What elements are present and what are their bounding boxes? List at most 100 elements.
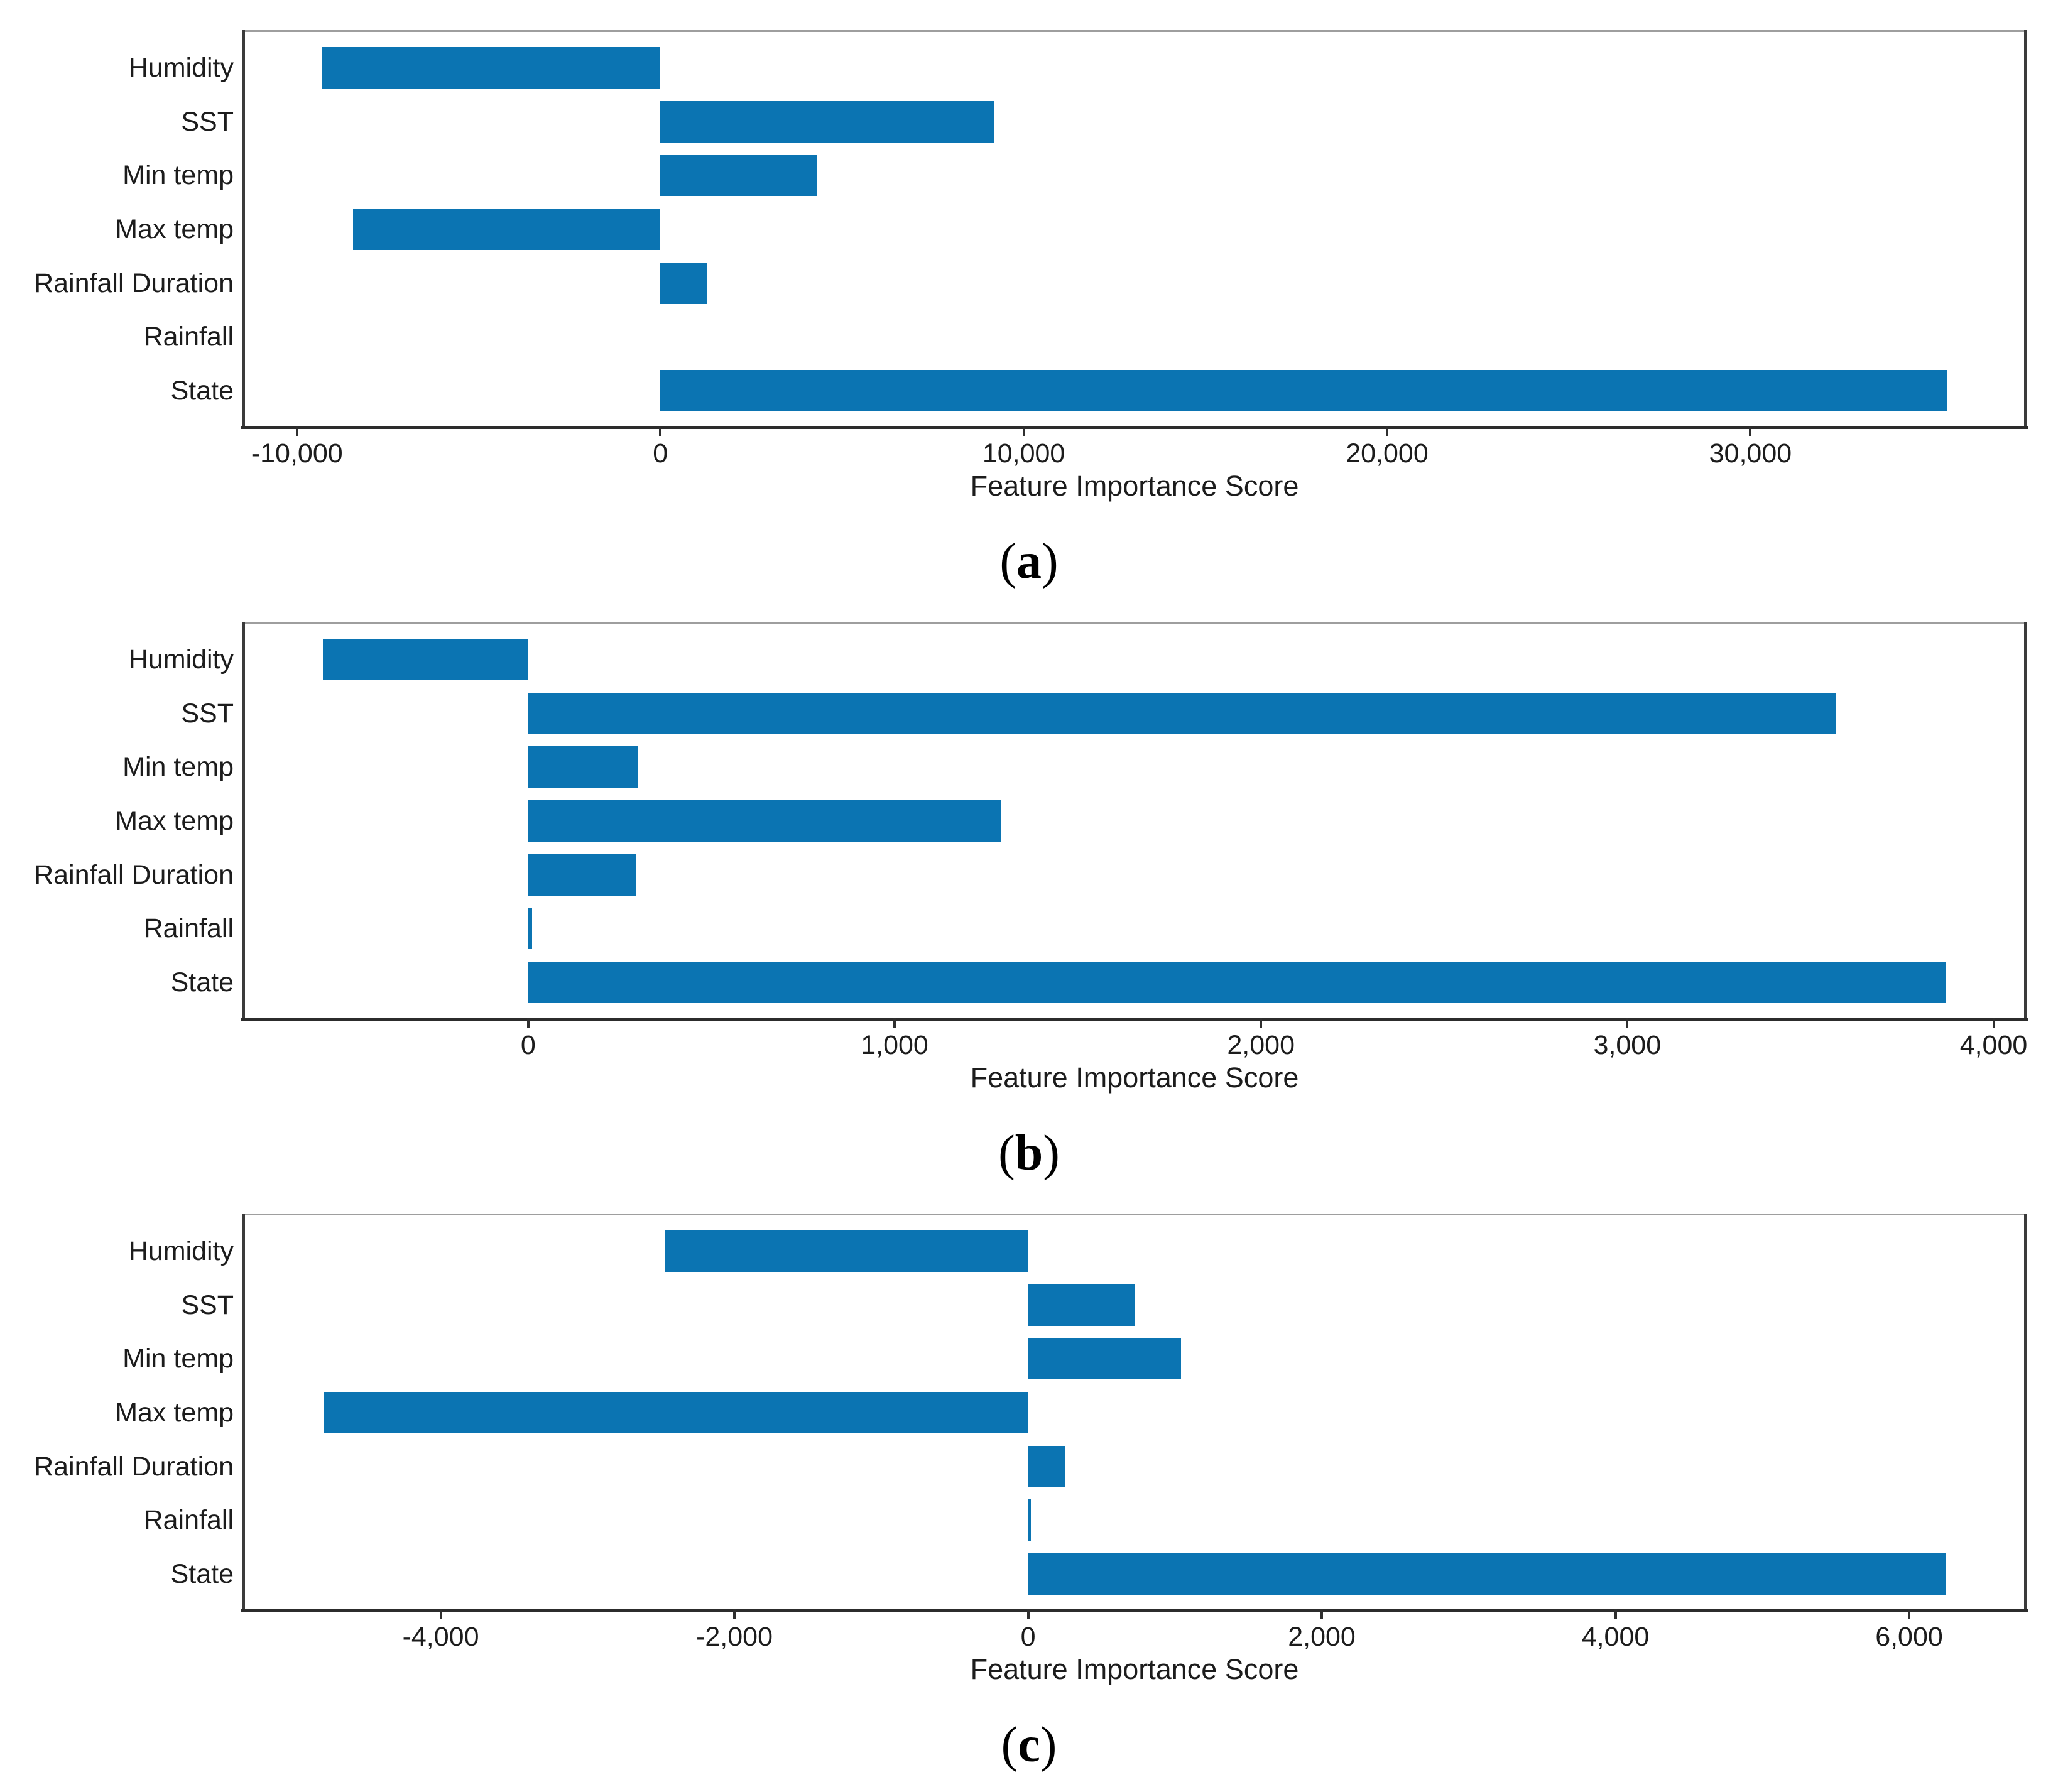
bar-sst xyxy=(660,100,995,143)
plot-spine-bottom xyxy=(241,1609,2028,1612)
x-tick-mark-10-000 xyxy=(295,426,298,436)
bar-state xyxy=(528,961,1946,1003)
caption-c-paren-open: ( xyxy=(1001,1717,1018,1773)
x-axis-title-c: Feature Importance Score xyxy=(970,1653,1299,1685)
bar-state xyxy=(660,369,1947,411)
caption-b: (b) xyxy=(0,1121,2058,1186)
x-tick-mark-30-000 xyxy=(1749,426,1752,436)
x-tick-mark-2-000 xyxy=(1260,1018,1263,1028)
caption-a: (a) xyxy=(0,529,2058,594)
caption-b-letter: b xyxy=(1015,1126,1043,1181)
x-tick-mark-0 xyxy=(526,1018,530,1028)
x-tick-mark-4-000 xyxy=(439,1609,442,1619)
y-axis-label-max-temp: Max temp xyxy=(115,1397,234,1428)
x-tick-mark-10-000 xyxy=(1022,426,1025,436)
x-tick-label-0: 0 xyxy=(653,438,668,469)
plot-area-c xyxy=(241,1214,2028,1612)
bar-min-temp xyxy=(528,746,638,788)
x-tick-label-4-000: 4,000 xyxy=(1581,1622,1650,1652)
x-tick-label-2-000: 2,000 xyxy=(1288,1622,1356,1652)
bar-rainfall xyxy=(528,908,532,950)
bar-min-temp xyxy=(660,155,817,197)
plot-spine-top xyxy=(242,1214,2027,1215)
y-axis-label-sst: SST xyxy=(181,106,234,137)
bar-max-temp xyxy=(353,208,661,250)
x-tick-mark-3-000 xyxy=(1626,1018,1629,1028)
x-tick-mark-20-000 xyxy=(1385,426,1388,436)
plot-spine-right xyxy=(2024,622,2027,1018)
caption-c-letter: c xyxy=(1018,1717,1040,1773)
bar-max-temp xyxy=(528,800,1001,842)
y-axis-label-humidity: Humidity xyxy=(128,52,234,83)
plot-spine-top xyxy=(242,30,2027,32)
x-tick-label-0: 0 xyxy=(520,1030,536,1060)
bar-sst xyxy=(528,692,1836,734)
y-axis-label-humidity: Humidity xyxy=(128,1235,234,1266)
x-tick-mark-6-000 xyxy=(1908,1609,1910,1619)
x-tick-label-2-000: -2,000 xyxy=(696,1622,773,1652)
bar-rainfall-duration xyxy=(528,854,636,896)
bar-max-temp xyxy=(323,1391,1028,1433)
x-axis-title-b: Feature Importance Score xyxy=(970,1062,1299,1094)
plot-spine-bottom xyxy=(241,426,2028,429)
caption-b-paren-open: ( xyxy=(998,1126,1015,1181)
caption-c-paren-close: ) xyxy=(1040,1717,1057,1773)
caption-a-paren-open: ( xyxy=(999,534,1016,589)
x-tick-label-3-000: 3,000 xyxy=(1593,1030,1662,1060)
y-axis-label-rainfall: Rainfall xyxy=(143,322,234,352)
x-tick-label-4-000: 4,000 xyxy=(1959,1030,2028,1060)
x-tick-label-20-000: 20,000 xyxy=(1346,438,1429,469)
bar-rainfall-duration xyxy=(1028,1445,1066,1487)
bar-humidity xyxy=(322,46,661,89)
bar-humidity xyxy=(323,638,528,680)
x-tick-label-30-000: 30,000 xyxy=(1709,438,1792,469)
x-tick-mark-2-000 xyxy=(1320,1609,1324,1619)
plot-spine-right xyxy=(2024,1214,2027,1609)
plot-spine-bottom xyxy=(241,1018,2028,1021)
y-axis-label-rainfall-duration: Rainfall Duration xyxy=(34,859,234,890)
bar-sst xyxy=(1028,1284,1136,1326)
y-axis-label-sst: SST xyxy=(181,1290,234,1320)
bar-rainfall xyxy=(1028,1499,1032,1541)
plot-area-a xyxy=(241,30,2028,429)
bar-rainfall-duration xyxy=(660,262,708,304)
y-axis-label-sst: SST xyxy=(181,698,234,729)
x-tick-label-10-000: 10,000 xyxy=(982,438,1065,469)
y-axis-label-state: State xyxy=(170,1558,234,1589)
x-tick-label-0: 0 xyxy=(1020,1622,1036,1652)
x-tick-mark-1-000 xyxy=(893,1018,896,1028)
x-tick-mark-4-000 xyxy=(1614,1609,1617,1619)
y-axis-label-min-temp: Min temp xyxy=(122,1344,234,1374)
caption-b-paren-close: ) xyxy=(1043,1126,1060,1181)
y-axis-label-state: State xyxy=(170,375,234,406)
x-tick-label-4-000: -4,000 xyxy=(402,1622,479,1652)
y-axis-label-rainfall-duration: Rainfall Duration xyxy=(34,1451,234,1482)
bar-state xyxy=(1028,1553,1946,1595)
plot-spine-left xyxy=(242,622,245,1018)
x-tick-label-2-000: 2,000 xyxy=(1227,1030,1295,1060)
y-axis-label-max-temp: Max temp xyxy=(115,805,234,836)
y-axis-label-humidity: Humidity xyxy=(128,644,234,675)
caption-a-paren-close: ) xyxy=(1042,534,1059,589)
y-axis-label-state: State xyxy=(170,967,234,997)
x-tick-mark-0 xyxy=(1026,1609,1030,1619)
y-axis-label-rainfall: Rainfall xyxy=(143,913,234,944)
caption-c: (c) xyxy=(0,1712,2058,1778)
y-axis-label-min-temp: Min temp xyxy=(122,752,234,783)
x-tick-mark-4-000 xyxy=(1992,1018,1995,1028)
x-tick-label-10-000: -10,000 xyxy=(251,438,343,469)
plot-area-b xyxy=(241,622,2028,1021)
x-axis-title-a: Feature Importance Score xyxy=(970,470,1299,502)
x-tick-mark-2-000 xyxy=(733,1609,736,1619)
plot-spine-right xyxy=(2024,30,2027,426)
y-axis-label-rainfall: Rainfall xyxy=(143,1505,234,1536)
caption-a-letter: a xyxy=(1016,534,1042,589)
y-axis-label-rainfall-duration: Rainfall Duration xyxy=(34,268,234,298)
plot-spine-left xyxy=(242,1214,245,1609)
plot-spine-left xyxy=(242,30,245,426)
y-axis-label-max-temp: Max temp xyxy=(115,214,234,244)
